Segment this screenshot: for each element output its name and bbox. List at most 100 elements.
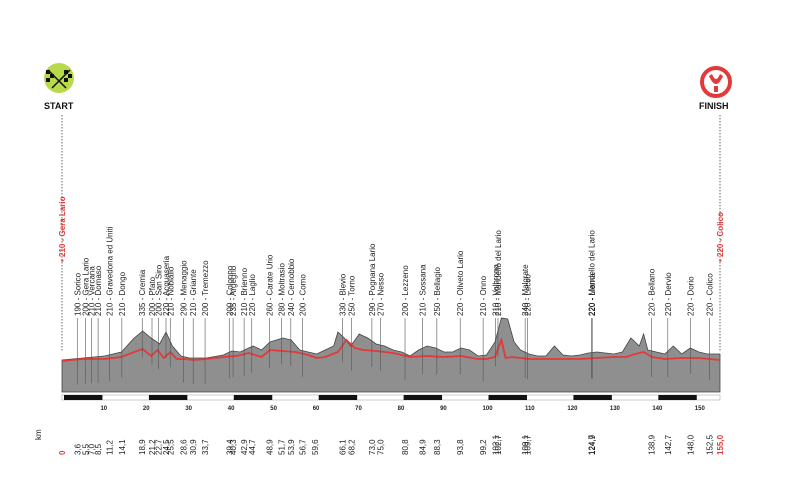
- km-distance-label: 42,9: [240, 439, 249, 455]
- waypoint-label: 200 - Tremezzo: [201, 260, 210, 316]
- km-distance-label: 5,5: [81, 443, 90, 455]
- km-tick-label: 140: [652, 406, 663, 412]
- km-tick-label: 60: [313, 406, 320, 412]
- waypoint-label: 200 - Como: [299, 274, 308, 316]
- waypoint-label: 210 - Valbrona: [491, 264, 500, 316]
- waypoint-label: 220 - Lierna: [588, 273, 597, 316]
- waypoint-label: 210 - Vercana: [88, 266, 97, 316]
- waypoint-label: 200 - Pfato: [148, 276, 157, 316]
- km-distance-label: 3,6: [73, 443, 82, 455]
- km-distance-label: 148,0: [686, 434, 695, 455]
- scale-bar-segment: [488, 395, 527, 400]
- km-distance-label: 56,7: [299, 439, 308, 455]
- km-tick-label: 90: [440, 406, 447, 412]
- waypoint-label: 240 - Cernobbio: [287, 258, 296, 316]
- finish-label: FINISH: [699, 101, 729, 111]
- km-distance-label: 138,9: [648, 434, 657, 455]
- elevation-area: [61, 317, 721, 393]
- km-distance-label: 7,0: [88, 443, 97, 455]
- km-tick-label: 110: [525, 406, 535, 412]
- km-distance-label: 21,2: [148, 439, 157, 455]
- km-tick-label: 150: [695, 406, 706, 412]
- km-distance-label: 18,9: [138, 439, 147, 455]
- waypoint-label: • 220 - Colico: [716, 212, 725, 262]
- waypoint-label: 200 - Colonno: [225, 265, 234, 316]
- scale-bar-outline: [61, 394, 721, 401]
- waypoint-label: 210 - Griante: [189, 269, 198, 316]
- waypoint-label: 250 - Torno: [348, 275, 357, 316]
- km-label-group: 0 3,6 5,57,08,5 11,2 14,1 18,9 21,222,724,525,…: [58, 434, 725, 455]
- km-distance-label: 102,7: [494, 434, 503, 455]
- scale-bar-segment: [318, 395, 358, 400]
- km-tick-label: 30: [185, 406, 192, 412]
- km-distance-label: 30,9: [189, 439, 198, 455]
- km-distance-label: 24,5: [162, 439, 171, 455]
- scale-bar-segment: [403, 395, 443, 400]
- km-distance-label: 84,9: [418, 439, 427, 455]
- waypoint-label: 220 - Mandello del Lario: [587, 230, 596, 316]
- waypoint-label: 210 - Onno: [479, 275, 488, 316]
- km-distance-label: 152,5: [705, 434, 714, 455]
- waypoint-label: • 210 - Gera Lario: [58, 196, 67, 262]
- waypoint-label: 220 - Oliveto Lario: [456, 250, 465, 316]
- km-tick-label: 10: [100, 406, 107, 412]
- waypoint-label: 220 - Bellano: [648, 268, 657, 316]
- waypoint-label: 220 - Acquaseria: [162, 255, 171, 316]
- km-distance-label: 48,9: [266, 439, 275, 455]
- waypoint-label: 220 - Lecco: [524, 274, 533, 316]
- km-distance-label: 40,3: [229, 439, 238, 455]
- waypoint-label: 220 - Colico: [705, 273, 714, 316]
- km-distance-label: 51,7: [277, 439, 286, 455]
- waypoint-label: 210 - Sossana: [418, 264, 427, 316]
- km-distance-label: 39,4: [225, 439, 234, 455]
- waypoint-label: 210 - Dongo: [118, 271, 127, 316]
- km-distance-label: 73,0: [368, 439, 377, 455]
- waypoint-label: 190 - Sorico: [73, 272, 82, 316]
- km-distance-label: 53,9: [287, 439, 296, 455]
- km-tick-label: 130: [610, 406, 621, 412]
- waypoint-label: 210 - Mandello del Lario: [494, 230, 503, 316]
- checkered-flags-icon: [44, 63, 74, 93]
- waypoint-label: 280 - Moltrasio: [277, 263, 286, 316]
- km-tick-label: 40: [228, 406, 235, 412]
- km-distance-label: 68,2: [348, 439, 357, 455]
- waypoint-label: 200 - Lezzeno: [401, 265, 410, 316]
- km-distance-label: 25,5: [166, 439, 175, 455]
- finish-emblem-icon: [700, 66, 732, 98]
- waypoint-label: 220 - Dorio: [686, 276, 695, 316]
- waypoint-label: 250 - Bellagio: [433, 267, 442, 316]
- waypoint-label-group: • 210 - Gera Lario 190 - Sorico 200 - Gera…: [58, 196, 725, 316]
- waypoint-label: 235 - Argegno: [229, 265, 238, 316]
- waypoint-label: 210 - Domaso: [94, 265, 103, 316]
- scale-bar-segment: [573, 395, 612, 400]
- km-distance-label: 59,6: [311, 439, 320, 455]
- km-distance-label: 99,2: [479, 439, 488, 455]
- elevation-profile: [61, 317, 721, 393]
- waypoint-label: 220 - Laglio: [248, 274, 257, 316]
- waypoint-label: 240 - Malgrate: [521, 264, 530, 316]
- km-distance-label: 8,5: [94, 443, 103, 455]
- km-distance-label: 0: [58, 450, 67, 455]
- km-tick-label: 120: [567, 406, 578, 412]
- waypoint-label: 290 - Menaggio: [179, 260, 188, 316]
- km-distance-label: 28,6: [179, 439, 188, 455]
- km-distance-label: 102,1: [491, 434, 500, 455]
- km-distance-label: 33,7: [201, 439, 210, 455]
- waypoint-label: 200 - Gera Lario: [81, 257, 90, 316]
- waypoint-label: 290 - Pognana Lario: [368, 243, 377, 316]
- km-distance-label: 14,1: [118, 439, 127, 455]
- km-distance-label: 93,8: [456, 439, 465, 455]
- scale-bar-segment: [64, 395, 103, 400]
- km-distance-label: 22,7: [154, 439, 163, 455]
- km-distance-label: 124,9: [588, 434, 597, 455]
- scale-bar-segment: [148, 395, 188, 400]
- km-tick-label: 80: [398, 406, 405, 412]
- km-scale-bar: 10 20 30 40 50 60 70 80 90 100 110 120 130 140 150: [61, 394, 721, 412]
- km-distance-label: 11,2: [106, 439, 115, 455]
- waypoint-label: 210 - Nobiallo: [166, 266, 175, 316]
- start-label: START: [44, 101, 74, 111]
- km-distance-label: 88,3: [433, 439, 442, 455]
- km-distance-label: 155,0: [716, 434, 725, 455]
- km-axis-label: km: [34, 429, 43, 440]
